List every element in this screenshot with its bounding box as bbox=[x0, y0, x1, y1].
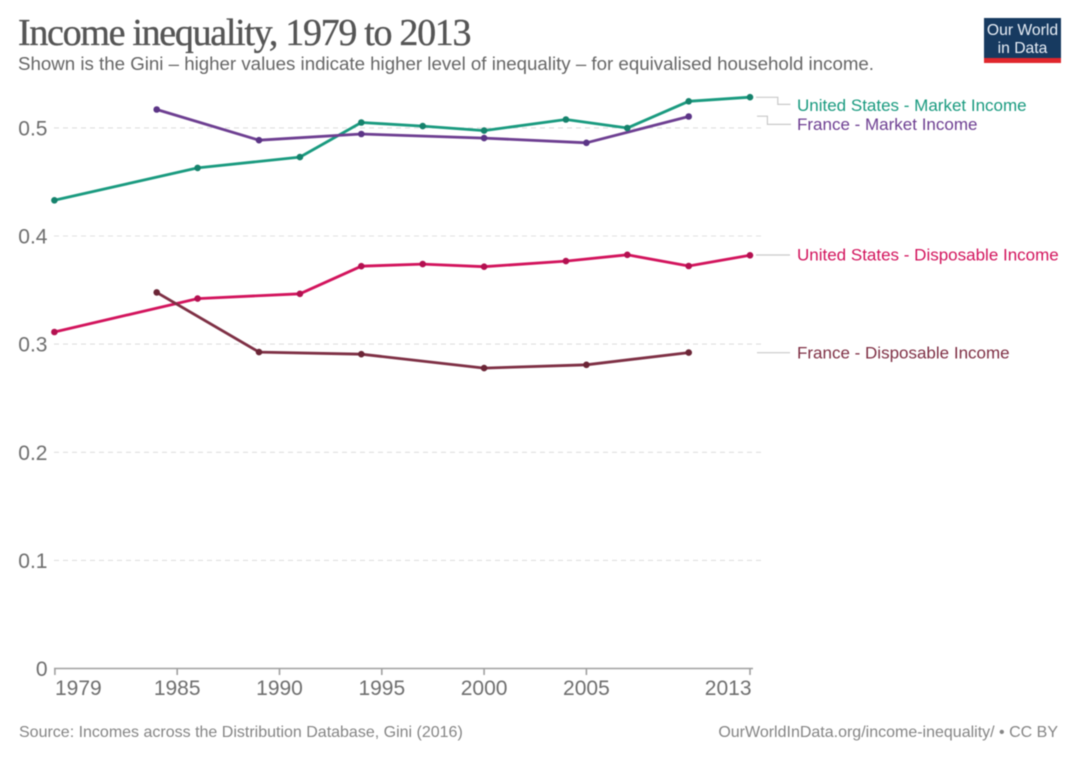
svg-text:0.1: 0.1 bbox=[18, 550, 47, 573]
svg-text:2005: 2005 bbox=[563, 677, 610, 700]
svg-text:France - Disposable Income: France - Disposable Income bbox=[797, 344, 1010, 363]
svg-text:1979: 1979 bbox=[55, 677, 102, 700]
svg-text:United States - Market Income: United States - Market Income bbox=[797, 96, 1027, 115]
svg-text:1990: 1990 bbox=[256, 677, 303, 700]
svg-text:1995: 1995 bbox=[358, 677, 405, 700]
svg-text:0.5: 0.5 bbox=[18, 117, 47, 140]
svg-text:2013: 2013 bbox=[705, 677, 752, 700]
svg-text:1985: 1985 bbox=[154, 677, 201, 700]
svg-text:United States - Disposable Inc: United States - Disposable Income bbox=[797, 246, 1059, 265]
svg-text:0.3: 0.3 bbox=[18, 334, 47, 357]
svg-text:2000: 2000 bbox=[461, 677, 508, 700]
svg-text:0: 0 bbox=[36, 658, 48, 681]
svg-text:0.2: 0.2 bbox=[18, 442, 47, 465]
svg-text:0.4: 0.4 bbox=[18, 226, 48, 249]
svg-text:France - Market Income: France - Market Income bbox=[797, 115, 977, 134]
